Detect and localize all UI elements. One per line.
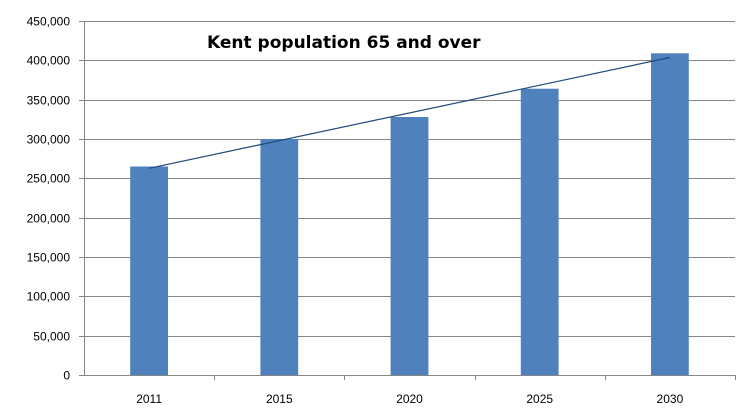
y-tick-label: 300,000 — [27, 133, 71, 147]
y-tick-label: 400,000 — [27, 54, 71, 68]
bar-2015 — [260, 139, 299, 375]
y-tick-label: 350,000 — [27, 94, 71, 108]
y-tick-label: 50,000 — [33, 330, 70, 344]
bar-2030 — [651, 53, 689, 376]
trendline-layer — [148, 56, 671, 169]
y-tick-label: 100,000 — [27, 290, 71, 304]
x-tick-label: 2015 — [266, 392, 293, 406]
axes — [79, 21, 736, 380]
y-tick-label: 250,000 — [27, 172, 71, 186]
y-tick-label: 200,000 — [27, 212, 71, 226]
y-tick-label: 0 — [63, 369, 70, 383]
x-tick-label: 2030 — [657, 392, 684, 406]
x-tick-label: 2025 — [526, 392, 553, 406]
x-tick-labels: 2011 2015 2020 2025 2030 — [136, 392, 683, 406]
bar-2011 — [130, 166, 168, 375]
x-tick-label: 2011 — [136, 392, 162, 406]
y-tick-label: 150,000 — [27, 251, 71, 265]
bar-2020 — [390, 117, 429, 375]
chart-title: Kent population 65 and over — [207, 33, 481, 53]
bar-2025 — [520, 88, 559, 375]
trendline — [148, 56, 671, 169]
y-tick-label: 450,000 — [27, 15, 71, 29]
bars — [130, 53, 689, 376]
x-tick-label: 2020 — [396, 392, 423, 406]
y-tick-labels: 0 50,000 100,000 150,000 200,000 250,000 300,0… — [27, 15, 71, 383]
